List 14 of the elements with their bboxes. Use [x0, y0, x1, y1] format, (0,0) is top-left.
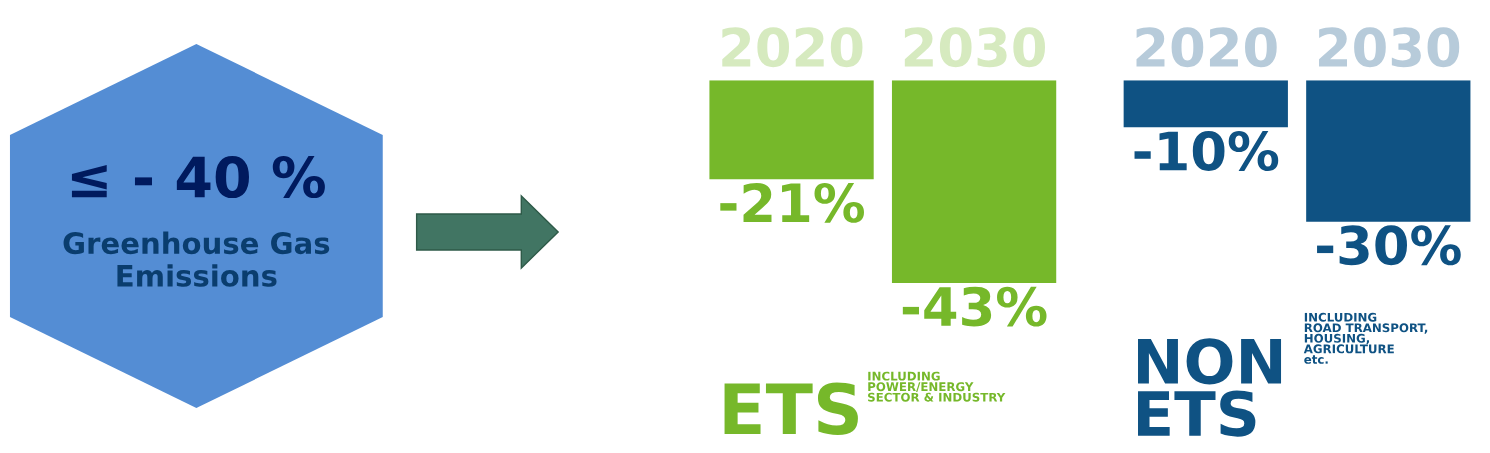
- data-label: -21%: [720, 182, 864, 223]
- x-tick-label: 2030: [1319, 27, 1460, 68]
- text: ETS: [724, 382, 858, 436]
- text: NON ETS: [1138, 338, 1282, 437]
- data-label: -30%: [1317, 225, 1461, 266]
- text: INCLUDING ROAD TRANSPORT, HOUSING, AGRICULTURE etc.: [1303, 312, 1428, 364]
- text: ≤ - 40 %: [71, 156, 325, 199]
- data-label: -10%: [1134, 131, 1279, 171]
- data-label: -43%: [902, 286, 1047, 327]
- x-tick-label: 2020: [1136, 27, 1277, 68]
- x-tick-label: 2020: [722, 27, 863, 68]
- x-tick-label: 2030: [904, 27, 1046, 68]
- text: INCLUDING POWER/ENERGY SECTOR & INDUSTRY: [868, 371, 1006, 402]
- text: Greenhouse Gas Emissions: [63, 231, 330, 287]
